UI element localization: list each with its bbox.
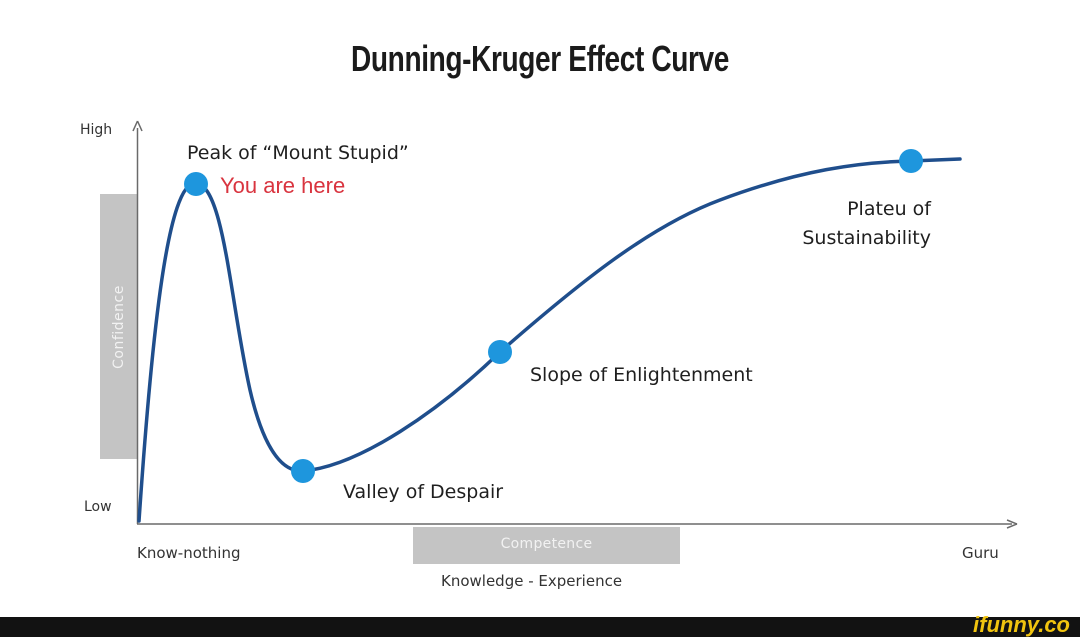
plateau-label: Plateu of Sustainability	[750, 195, 931, 253]
peak-label: Peak of “Mount Stupid”	[187, 142, 409, 164]
competence-axis-label: Competence	[500, 536, 593, 552]
valley-label: Valley of Despair	[343, 481, 504, 503]
page-title: Dunning-Kruger Effect Curve	[351, 38, 729, 79]
plateau-label-line2: Sustainability	[802, 227, 931, 249]
slope-point	[488, 340, 512, 364]
x-axis-arrowhead	[1006, 519, 1018, 529]
plateau-label-line1: Plateu of	[847, 198, 931, 220]
confidence-axis-box	[100, 194, 137, 459]
you-are-here-label: You are here	[220, 173, 346, 198]
x-axis-right-label: Guru	[962, 544, 999, 562]
y-axis-low-label: Low	[84, 499, 112, 515]
competence-axis-box: Competence	[413, 527, 680, 564]
y-axis-high-label: High	[80, 122, 113, 138]
brand-logo[interactable]: ifunny.co	[973, 612, 1070, 637]
peak-point	[184, 172, 208, 196]
x-axis-left-label: Know-nothing	[137, 544, 241, 562]
valley-point	[291, 459, 315, 483]
x-axis-caption: Knowledge - Experience	[441, 572, 623, 590]
plateau-point	[899, 149, 923, 173]
y-axis-arrowhead	[132, 120, 143, 132]
footer-bar: ifunny.co	[0, 612, 1080, 637]
slope-label: Slope of Enlightenment	[530, 364, 753, 386]
